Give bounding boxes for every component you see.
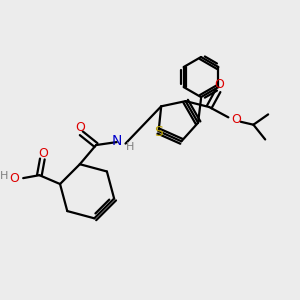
Text: H: H xyxy=(0,171,8,181)
Text: O: O xyxy=(38,147,48,160)
Text: H: H xyxy=(126,142,134,152)
Text: O: O xyxy=(9,172,19,184)
Text: O: O xyxy=(75,121,85,134)
Text: O: O xyxy=(214,78,224,92)
Text: N: N xyxy=(112,134,122,148)
Text: S: S xyxy=(154,125,162,139)
Text: O: O xyxy=(231,113,241,126)
